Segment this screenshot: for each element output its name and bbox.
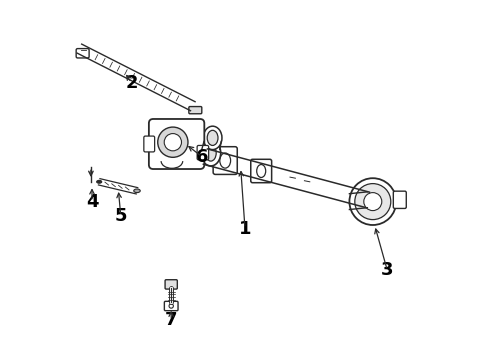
Ellipse shape (97, 180, 102, 183)
FancyBboxPatch shape (197, 145, 209, 160)
Ellipse shape (207, 130, 218, 145)
FancyBboxPatch shape (149, 119, 204, 169)
FancyBboxPatch shape (76, 49, 89, 58)
FancyBboxPatch shape (189, 107, 202, 114)
Circle shape (355, 184, 391, 220)
FancyBboxPatch shape (144, 136, 155, 152)
Circle shape (164, 134, 181, 151)
Ellipse shape (134, 189, 140, 193)
Text: 6: 6 (196, 148, 208, 166)
Text: 7: 7 (165, 311, 177, 329)
FancyBboxPatch shape (251, 159, 271, 183)
Ellipse shape (257, 165, 266, 177)
Ellipse shape (203, 126, 222, 150)
FancyBboxPatch shape (213, 147, 237, 174)
Ellipse shape (220, 153, 231, 168)
Text: 3: 3 (381, 261, 393, 279)
Text: 2: 2 (125, 74, 138, 92)
Circle shape (364, 193, 382, 211)
Circle shape (158, 127, 188, 157)
FancyBboxPatch shape (165, 280, 177, 289)
FancyBboxPatch shape (393, 191, 406, 208)
Text: 4: 4 (86, 193, 98, 211)
Circle shape (349, 178, 396, 225)
Ellipse shape (205, 145, 216, 161)
Text: 1: 1 (239, 220, 251, 238)
Text: 5: 5 (115, 207, 127, 225)
Ellipse shape (201, 140, 220, 166)
FancyBboxPatch shape (164, 301, 178, 311)
Circle shape (169, 304, 173, 308)
